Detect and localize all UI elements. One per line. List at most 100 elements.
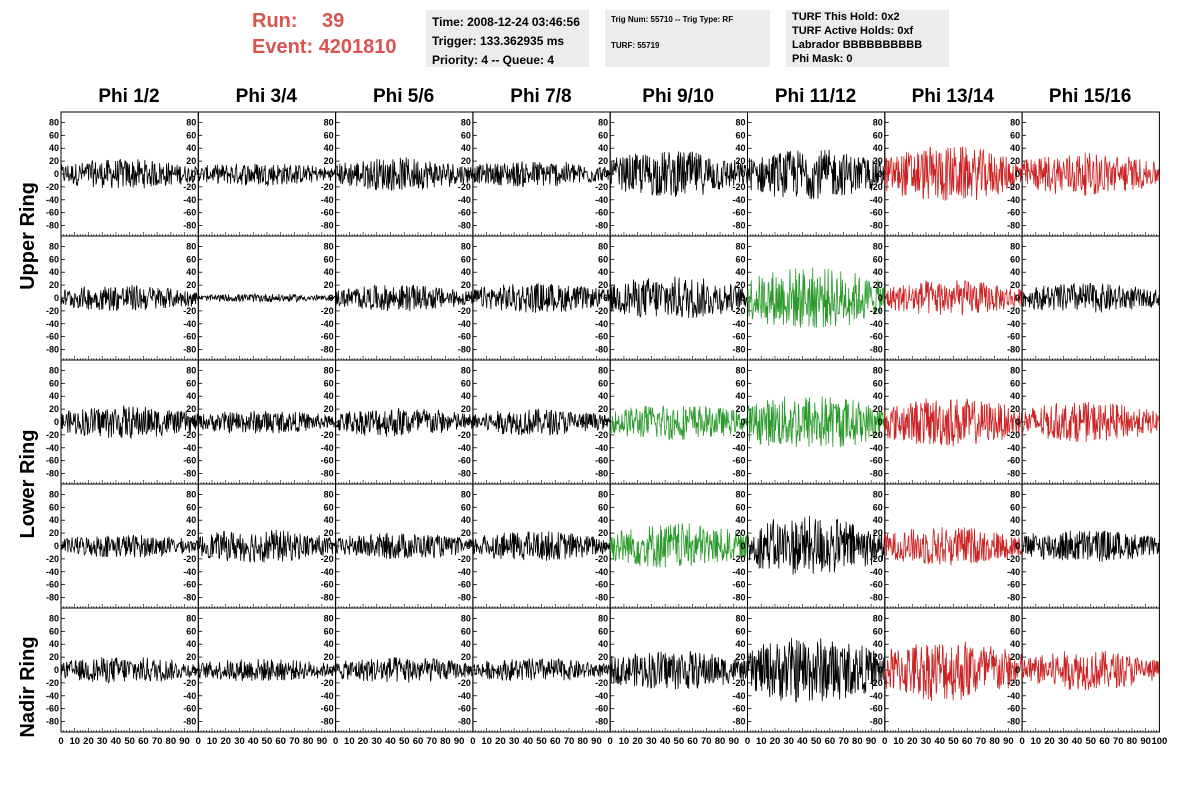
trace-line — [747, 149, 886, 199]
y-tick-label: 40 — [735, 515, 745, 525]
y-tick-label: 80 — [324, 613, 334, 623]
y-tick-label: 80 — [735, 489, 745, 499]
y-tick-label: 0 — [603, 541, 608, 551]
y-tick-label: -40 — [870, 195, 883, 205]
phi-label-1: Phi 1/2 — [98, 86, 160, 107]
x-tick-label: 50 — [1085, 736, 1096, 747]
y-tick-label: -80 — [595, 469, 608, 479]
y-tick-label: -60 — [321, 332, 334, 342]
y-tick-label: 20 — [598, 404, 608, 414]
y-tick-label: 0 — [1015, 169, 1020, 179]
y-tick-label: 80 — [598, 241, 608, 251]
y-tick-label: 20 — [873, 652, 883, 662]
x-tick-label: 20 — [495, 736, 506, 747]
x-tick-label: 80 — [166, 736, 177, 747]
x-tick-label: 30 — [921, 736, 932, 747]
waveform-panel-r4-c2: 80 60 40 20 0 -20 -40 -60 -80 — [183, 483, 337, 609]
x-tick-label: 40 — [523, 736, 534, 747]
waveform-panel-r4-c1: 80 60 40 20 0 -20 -40 -60 -80 — [46, 483, 199, 609]
y-tick-label: -60 — [183, 208, 196, 218]
waveform-panel-r2-c2: 80 60 40 20 0 -20 -40 -60 -80 — [183, 235, 337, 361]
y-tick-label: -60 — [1007, 456, 1020, 466]
phi-label-4: Phi 7/8 — [510, 86, 572, 107]
y-tick-label: 20 — [461, 404, 471, 414]
y-tick-label: 60 — [873, 254, 883, 264]
y-tick-label: 40 — [873, 391, 883, 401]
y-tick-label: -40 — [183, 567, 196, 577]
waveform-panel-r3-c1: 80 60 40 20 0 -20 -40 -60 -80 — [46, 359, 199, 485]
y-tick-label: 0 — [740, 169, 745, 179]
y-tick-label: 0 — [603, 665, 608, 675]
y-tick-label: -60 — [321, 580, 334, 590]
x-tick-label: 40 — [385, 736, 396, 747]
x-tick-label: 80 — [303, 736, 314, 747]
y-tick-label: 80 — [735, 241, 745, 251]
y-tick-label: -80 — [1007, 221, 1020, 231]
y-tick-label: -20 — [183, 430, 196, 440]
y-tick-label: -20 — [732, 306, 745, 316]
y-tick-label: -60 — [1007, 332, 1020, 342]
y-tick-label: -80 — [595, 717, 608, 727]
y-tick-label: 60 — [186, 502, 196, 512]
y-tick-label: 20 — [1010, 404, 1020, 414]
y-tick-label: 80 — [1010, 365, 1020, 375]
trace-line — [472, 408, 611, 436]
x-tick-label: 90 — [454, 736, 465, 747]
y-tick-label: -60 — [870, 208, 883, 218]
y-tick-label: -80 — [870, 717, 883, 727]
y-tick-label: 0 — [466, 541, 471, 551]
y-tick-label: -20 — [595, 430, 608, 440]
y-tick-label: 40 — [735, 391, 745, 401]
y-tick-label: 80 — [186, 489, 196, 499]
y-tick-label: -80 — [46, 345, 59, 355]
y-tick-label: -80 — [732, 221, 745, 231]
trace-line — [335, 157, 474, 191]
y-tick-label: 60 — [873, 502, 883, 512]
y-tick-label: -40 — [732, 195, 745, 205]
y-tick-label: 0 — [329, 417, 334, 427]
y-tick-label: 0 — [878, 417, 883, 427]
y-tick-label: 20 — [461, 156, 471, 166]
x-tick-label: 10 — [344, 736, 355, 747]
x-tick-label: 90 — [866, 736, 877, 747]
y-tick-label: 40 — [873, 267, 883, 277]
x-tick-label: 10 — [69, 736, 80, 747]
y-tick-label: -20 — [732, 554, 745, 564]
y-tick-label: -20 — [870, 306, 883, 316]
y-tick-label: -80 — [458, 469, 471, 479]
trace-line — [335, 532, 474, 559]
y-tick-label: 20 — [735, 528, 745, 538]
x-tick-label: 20 — [220, 736, 231, 747]
trace-line — [335, 284, 474, 312]
y-tick-label: 60 — [186, 130, 196, 140]
y-tick-label: -40 — [321, 691, 334, 701]
x-tick-label: 0 — [745, 736, 750, 747]
y-tick-label: -40 — [183, 691, 196, 701]
y-tick-label: -20 — [46, 306, 59, 316]
y-tick-label: 20 — [598, 528, 608, 538]
y-tick-label: 60 — [49, 378, 59, 388]
turf-num-text: TURF: 55719 — [611, 41, 660, 50]
y-tick-label: 0 — [1015, 293, 1020, 303]
y-tick-label: 80 — [461, 489, 471, 499]
y-tick-label: -80 — [595, 345, 608, 355]
y-tick-label: -40 — [870, 567, 883, 577]
y-tick-label: 0 — [191, 417, 196, 427]
y-tick-label: 80 — [598, 613, 608, 623]
waveform-panel-r4-c7: 80 60 40 20 0 -20 -40 -60 -80 — [870, 483, 1023, 609]
y-tick-label: 60 — [873, 626, 883, 636]
y-tick-label: 40 — [735, 267, 745, 277]
y-tick-label: 80 — [1010, 241, 1020, 251]
y-tick-label: -60 — [46, 704, 59, 714]
trace-line — [747, 637, 886, 703]
y-tick-label: 40 — [735, 639, 745, 649]
y-tick-label: 20 — [324, 528, 334, 538]
y-tick-label: -60 — [1007, 208, 1020, 218]
x-tick-label: 50 — [262, 736, 273, 747]
y-tick-label: 60 — [324, 502, 334, 512]
y-tick-label: 0 — [329, 665, 334, 675]
y-tick-label: -40 — [321, 443, 334, 453]
trace-line — [472, 531, 611, 561]
y-tick-label: -80 — [321, 221, 334, 231]
trace-line — [1021, 529, 1160, 562]
